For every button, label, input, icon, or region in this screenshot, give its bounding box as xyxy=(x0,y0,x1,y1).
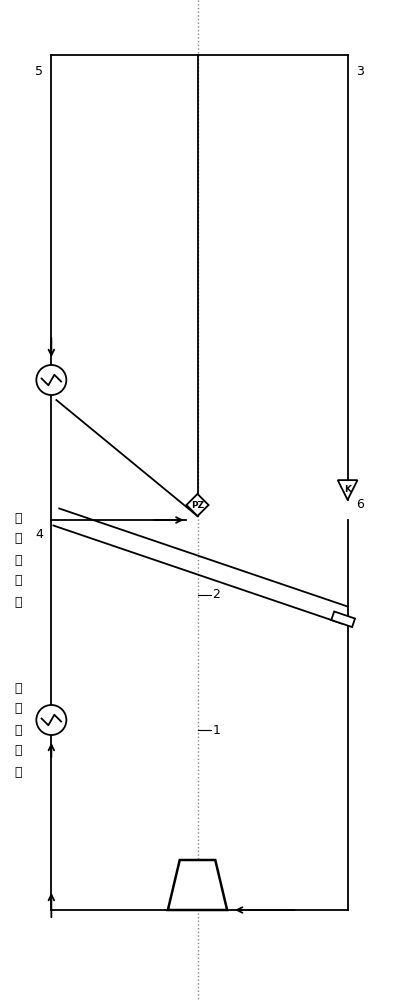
Text: 5: 5 xyxy=(35,65,43,78)
Text: 被
加
热
介
质: 被 加 热 介 质 xyxy=(14,682,21,778)
Text: 3: 3 xyxy=(356,65,363,78)
Text: 4: 4 xyxy=(36,528,43,541)
Polygon shape xyxy=(168,860,227,910)
Text: 6: 6 xyxy=(356,498,363,511)
Text: 2: 2 xyxy=(213,588,220,601)
Text: 低
温
热
介
质: 低 温 热 介 质 xyxy=(14,512,21,608)
Polygon shape xyxy=(331,611,355,627)
Polygon shape xyxy=(338,480,357,500)
Circle shape xyxy=(36,705,66,735)
Text: 1: 1 xyxy=(213,724,220,736)
Polygon shape xyxy=(186,494,209,516)
Text: PZ: PZ xyxy=(191,500,204,510)
Circle shape xyxy=(36,365,66,395)
Text: K: K xyxy=(344,486,351,494)
